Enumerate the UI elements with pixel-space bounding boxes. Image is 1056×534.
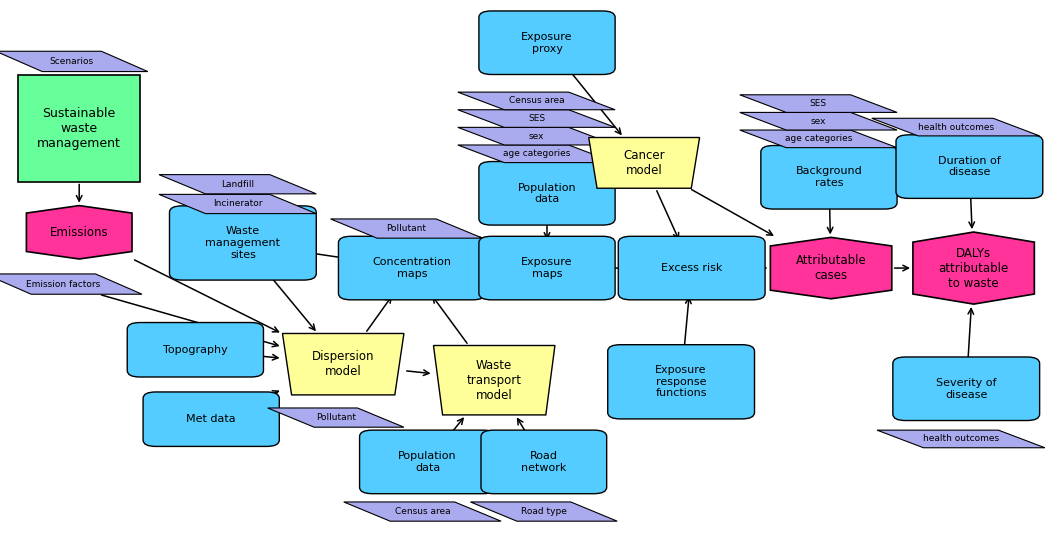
Text: health outcomes: health outcomes xyxy=(918,123,994,131)
Text: health outcomes: health outcomes xyxy=(923,435,999,443)
Polygon shape xyxy=(471,502,617,521)
Text: Sustainable
waste
management: Sustainable waste management xyxy=(37,107,121,150)
Polygon shape xyxy=(159,175,317,194)
Text: sex: sex xyxy=(811,117,826,125)
Text: Population
data: Population data xyxy=(398,451,457,473)
Polygon shape xyxy=(0,51,148,72)
Polygon shape xyxy=(740,95,898,112)
Polygon shape xyxy=(159,194,317,214)
Bar xyxy=(18,75,139,182)
Text: SES: SES xyxy=(810,99,827,108)
Polygon shape xyxy=(344,502,502,521)
Polygon shape xyxy=(458,92,615,109)
Text: Topography: Topography xyxy=(163,345,228,355)
Polygon shape xyxy=(458,110,615,127)
Text: Pollutant: Pollutant xyxy=(316,413,356,422)
Text: Attributable
cases: Attributable cases xyxy=(796,254,866,282)
FancyBboxPatch shape xyxy=(482,430,606,493)
Text: Landfill: Landfill xyxy=(221,180,254,189)
FancyBboxPatch shape xyxy=(338,236,486,300)
Text: Census area: Census area xyxy=(509,97,564,105)
Text: Pollutant: Pollutant xyxy=(386,224,427,233)
Text: Excess risk: Excess risk xyxy=(661,263,722,273)
Polygon shape xyxy=(0,274,142,294)
Text: SES: SES xyxy=(528,114,545,123)
FancyBboxPatch shape xyxy=(479,236,615,300)
FancyBboxPatch shape xyxy=(479,161,615,225)
Polygon shape xyxy=(331,219,483,238)
FancyBboxPatch shape xyxy=(359,430,496,493)
FancyBboxPatch shape xyxy=(619,236,765,300)
FancyBboxPatch shape xyxy=(128,323,264,377)
Text: Met data: Met data xyxy=(187,414,235,424)
Polygon shape xyxy=(283,333,403,395)
Text: DALYs
attributable
to waste: DALYs attributable to waste xyxy=(939,247,1008,289)
Text: Dispersion
model: Dispersion model xyxy=(312,350,375,378)
Polygon shape xyxy=(589,138,700,189)
Text: Concentration
maps: Concentration maps xyxy=(373,257,451,279)
Polygon shape xyxy=(872,119,1039,136)
Text: Census area: Census area xyxy=(395,507,450,516)
Polygon shape xyxy=(434,345,555,415)
Text: Exposure
maps: Exposure maps xyxy=(522,257,572,279)
Polygon shape xyxy=(740,113,898,130)
Text: Exposure
proxy: Exposure proxy xyxy=(522,32,572,53)
FancyBboxPatch shape xyxy=(893,357,1039,421)
Polygon shape xyxy=(912,232,1035,304)
Text: Severity of
disease: Severity of disease xyxy=(936,378,997,399)
Polygon shape xyxy=(458,145,615,162)
FancyBboxPatch shape xyxy=(608,345,754,419)
Text: Duration of
disease: Duration of disease xyxy=(938,156,1001,177)
Polygon shape xyxy=(771,237,891,299)
Polygon shape xyxy=(876,430,1045,447)
FancyBboxPatch shape xyxy=(761,145,898,209)
Text: Waste
transport
model: Waste transport model xyxy=(467,359,522,402)
Polygon shape xyxy=(458,128,615,145)
Polygon shape xyxy=(26,206,132,259)
Text: sex: sex xyxy=(529,132,544,140)
Text: Road
network: Road network xyxy=(522,451,566,473)
Text: Emissions: Emissions xyxy=(50,226,109,239)
Text: Emission factors: Emission factors xyxy=(26,280,100,288)
Text: age categories: age categories xyxy=(785,135,852,143)
FancyBboxPatch shape xyxy=(169,206,317,280)
Text: Incinerator: Incinerator xyxy=(213,200,262,208)
FancyBboxPatch shape xyxy=(479,11,615,74)
Text: age categories: age categories xyxy=(503,150,570,158)
Polygon shape xyxy=(268,408,403,427)
Text: Scenarios: Scenarios xyxy=(50,57,94,66)
Text: Waste
management
sites: Waste management sites xyxy=(205,226,281,260)
Text: Background
rates: Background rates xyxy=(795,167,863,188)
Text: Exposure
response
functions: Exposure response functions xyxy=(656,365,706,398)
FancyBboxPatch shape xyxy=(897,135,1042,199)
Text: Road type: Road type xyxy=(521,507,567,516)
Text: Population
data: Population data xyxy=(517,183,577,204)
Text: Cancer
model: Cancer model xyxy=(623,149,665,177)
FancyBboxPatch shape xyxy=(144,392,279,446)
Polygon shape xyxy=(740,130,898,147)
